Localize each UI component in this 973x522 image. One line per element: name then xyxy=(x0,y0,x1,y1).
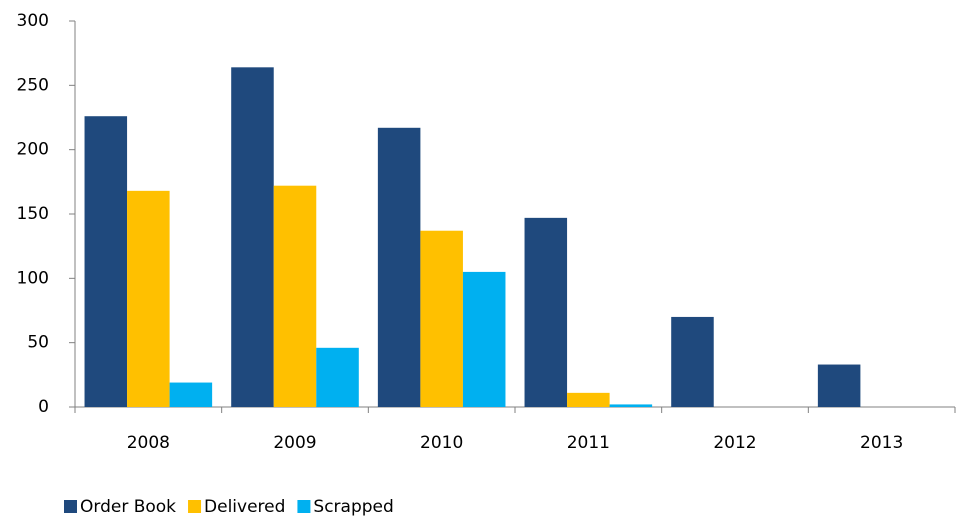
bar xyxy=(169,382,213,407)
bar xyxy=(273,185,317,407)
legend-label: Scrapped xyxy=(313,497,393,517)
bar xyxy=(420,230,463,407)
x-tick-label: 2013 xyxy=(860,433,903,453)
bar xyxy=(567,392,610,407)
legend-label: Delivered xyxy=(204,497,285,517)
legend-swatch xyxy=(64,500,77,513)
legend-swatch xyxy=(297,500,311,513)
y-tick-label: 0 xyxy=(38,397,49,417)
legend-label: Order Book xyxy=(80,497,176,517)
bar xyxy=(817,364,861,407)
bar xyxy=(316,347,359,407)
x-tick-label: 2008 xyxy=(127,433,170,453)
y-tick-label: 200 xyxy=(17,140,49,160)
legend-swatch xyxy=(188,500,202,513)
x-tick-label: 2010 xyxy=(420,433,463,453)
bar xyxy=(671,316,714,407)
bar xyxy=(524,217,568,407)
y-tick-label: 50 xyxy=(27,333,49,353)
y-tick-label: 150 xyxy=(17,204,49,224)
y-tick-label: 300 xyxy=(17,11,49,31)
y-tick-label: 250 xyxy=(17,75,49,95)
x-tick-label: 2011 xyxy=(567,433,610,453)
bar xyxy=(462,271,506,407)
bar xyxy=(609,404,653,407)
y-tick-label: 100 xyxy=(17,268,49,288)
bar xyxy=(84,116,128,408)
bar xyxy=(127,190,170,407)
bar xyxy=(377,127,421,407)
x-tick-label: 2012 xyxy=(713,433,756,453)
x-tick-label: 2009 xyxy=(273,433,316,453)
bar xyxy=(231,67,274,407)
